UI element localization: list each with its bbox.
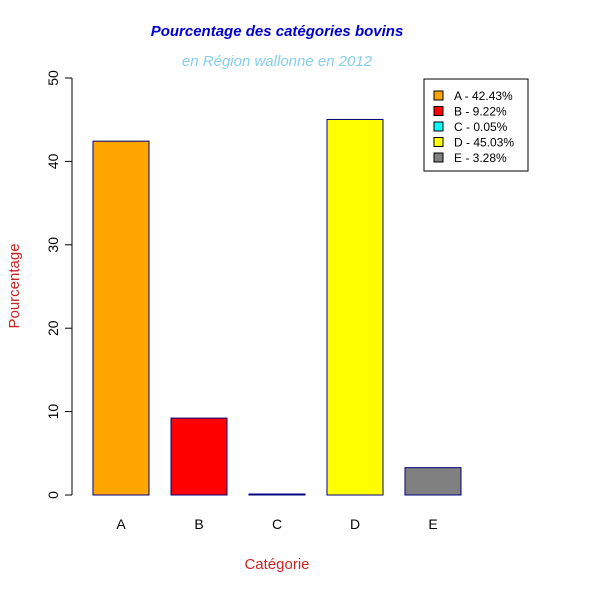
- y-axis: 0 10 20 30 40 50: [45, 70, 73, 499]
- y-tick-label: 50: [45, 70, 61, 86]
- legend-entry: B - 9.22%: [454, 105, 507, 119]
- y-tick-label: 30: [45, 237, 61, 253]
- y-axis-label: Pourcentage: [6, 243, 23, 328]
- legend-swatch: [433, 137, 444, 147]
- bar-e: [404, 467, 462, 496]
- x-tick-label: A: [116, 516, 126, 532]
- x-tick-label: D: [350, 516, 360, 532]
- legend-entry: A - 42.43%: [454, 89, 513, 103]
- bars-group: [92, 118, 462, 496]
- legend-swatch: [433, 90, 444, 101]
- y-tick-label: 0: [45, 491, 61, 499]
- legend: A - 42.43% B - 9.22%C - 0.05% D - 45.03%E …: [423, 78, 529, 172]
- legend-swatch: [433, 106, 444, 116]
- x-tick-labels: A B C D E: [116, 516, 437, 532]
- y-tick-label: 40: [45, 153, 61, 169]
- x-tick-label: B: [194, 516, 203, 532]
- x-tick-label: C: [272, 516, 282, 532]
- legend-entry: D - 45.03%: [454, 136, 514, 150]
- legend-entry: C - 0.05%: [454, 120, 508, 134]
- chart-subtitle: en Région wallonne en 2012: [182, 53, 373, 70]
- chart-title: Pourcentage des catégories bovins: [151, 23, 404, 40]
- bar-c: [248, 493, 306, 496]
- y-tick-label: 10: [45, 404, 61, 420]
- legend-swatch: [433, 121, 444, 132]
- bar-a: [92, 140, 150, 496]
- x-axis-label: Catégorie: [244, 556, 309, 573]
- bar-b: [170, 417, 228, 496]
- legend-entry: E - 3.28%: [454, 151, 507, 165]
- x-tick-label: E: [428, 516, 437, 532]
- y-tick-label: 20: [45, 320, 61, 336]
- bar-d: [326, 118, 384, 496]
- legend-swatch: [433, 152, 444, 163]
